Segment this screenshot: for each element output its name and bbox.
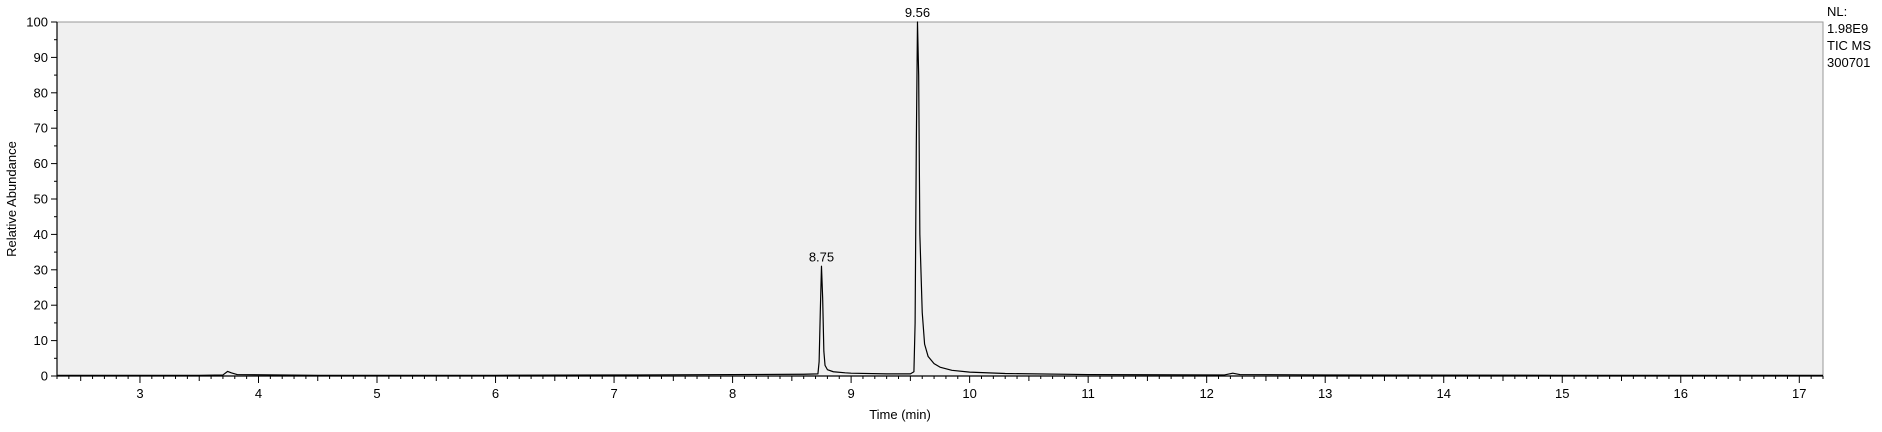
x-tick-label: 3 xyxy=(136,386,143,401)
info-block: NL: 1.98E9 TIC MS 300701 xyxy=(1827,4,1871,70)
y-tick-label: 60 xyxy=(34,156,48,171)
x-tick-label: 10 xyxy=(962,386,976,401)
x-tick-label: 15 xyxy=(1555,386,1569,401)
x-tick-label: 4 xyxy=(255,386,262,401)
y-tick-label: 90 xyxy=(34,50,48,65)
x-tick-label: 8 xyxy=(729,386,736,401)
x-tick-label: 6 xyxy=(492,386,499,401)
y-tick-label: 40 xyxy=(34,227,48,242)
y-tick-label: 50 xyxy=(34,192,48,207)
y-tick-label: 30 xyxy=(34,262,48,277)
y-tick-label: 10 xyxy=(34,333,48,348)
x-tick-label: 14 xyxy=(1436,386,1450,401)
x-tick-label: 5 xyxy=(373,386,380,401)
y-axis: 0 10 20 30 40 50 60 70 80 90 100 xyxy=(26,15,58,384)
x-tick-label: 17 xyxy=(1792,386,1806,401)
info-scan-type: TIC MS xyxy=(1827,38,1871,53)
y-tick-label: 100 xyxy=(26,15,48,30)
peak-label: 9.56 xyxy=(905,5,930,20)
x-tick-label: 11 xyxy=(1081,386,1095,401)
y-axis-title: Relative Abundance xyxy=(4,141,19,257)
info-file-id: 300701 xyxy=(1827,55,1870,70)
peak-labels: 8.75 9.56 xyxy=(809,5,930,264)
y-tick-label: 20 xyxy=(34,298,48,313)
peak-label: 8.75 xyxy=(809,249,834,264)
x-axis-title: Time (min) xyxy=(869,407,931,422)
x-tick-label: 12 xyxy=(1199,386,1213,401)
tic-trace-line xyxy=(57,21,1823,376)
info-nl-label: NL: xyxy=(1827,4,1847,19)
y-tick-label: 0 xyxy=(41,369,48,384)
x-tick-label: 7 xyxy=(610,386,617,401)
y-tick-label: 80 xyxy=(34,85,48,100)
y-tick-label: 70 xyxy=(34,121,48,136)
x-tick-label: 16 xyxy=(1674,386,1688,401)
x-tick-label: 13 xyxy=(1318,386,1332,401)
x-axis: 3 4 5 6 7 8 9 10 11 12 13 14 15 16 17 xyxy=(56,375,1824,401)
plot-area xyxy=(56,21,1824,377)
info-nl-value: 1.98E9 xyxy=(1827,21,1868,36)
x-tick-label: 9 xyxy=(847,386,854,401)
